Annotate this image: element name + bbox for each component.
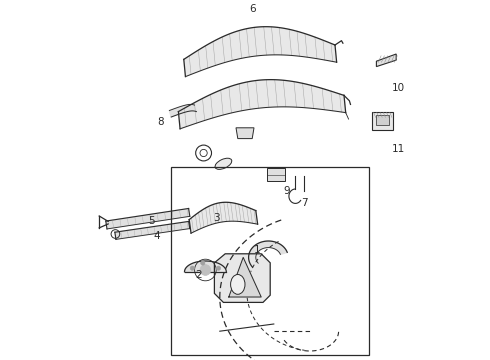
Polygon shape — [185, 261, 226, 272]
Polygon shape — [170, 104, 196, 117]
Text: 5: 5 — [148, 216, 155, 226]
Ellipse shape — [215, 158, 232, 169]
Bar — [267, 168, 285, 181]
Text: 4: 4 — [153, 231, 160, 241]
Polygon shape — [115, 221, 190, 239]
Circle shape — [190, 266, 195, 270]
Text: 6: 6 — [249, 4, 255, 14]
Polygon shape — [215, 254, 270, 302]
Bar — [376, 115, 389, 125]
Bar — [171, 167, 369, 355]
Polygon shape — [106, 208, 190, 229]
Text: 10: 10 — [392, 83, 405, 93]
Circle shape — [200, 265, 211, 275]
Text: 8: 8 — [157, 117, 164, 127]
Text: 3: 3 — [213, 213, 220, 223]
Polygon shape — [229, 257, 261, 297]
Text: 1: 1 — [254, 245, 261, 255]
Polygon shape — [178, 80, 345, 129]
Polygon shape — [236, 128, 254, 139]
Polygon shape — [189, 202, 258, 233]
Text: 7: 7 — [301, 198, 308, 208]
Circle shape — [200, 261, 205, 265]
Ellipse shape — [231, 274, 245, 294]
Text: 2: 2 — [195, 270, 201, 280]
Polygon shape — [248, 241, 287, 267]
Bar — [372, 112, 393, 130]
Text: 9: 9 — [283, 186, 290, 196]
Polygon shape — [184, 27, 337, 77]
Circle shape — [216, 266, 220, 270]
Text: 11: 11 — [392, 144, 405, 154]
Polygon shape — [376, 54, 396, 67]
